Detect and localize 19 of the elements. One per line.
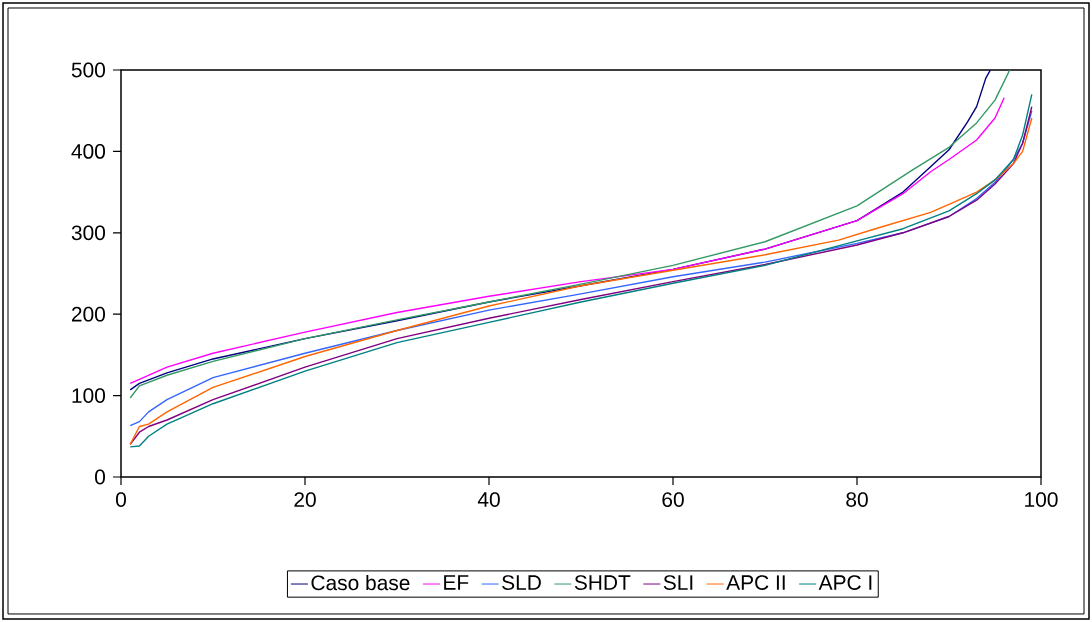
x-tick-label: 40 xyxy=(477,492,500,507)
y-tick-label: 100 xyxy=(72,388,106,403)
y-tick-label: 200 xyxy=(71,306,106,322)
legend-label: Caso base xyxy=(311,574,410,591)
legend-label: SLI xyxy=(663,575,693,590)
legend-label: APC I xyxy=(818,575,872,590)
x-tick-label: 20 xyxy=(294,492,316,507)
y-tick-label: 300 xyxy=(71,225,106,241)
x-tick-label: 80 xyxy=(846,492,868,507)
legend-label: EF xyxy=(444,575,469,590)
legend-label: SHDT xyxy=(574,575,631,590)
y-tick-label: 0 xyxy=(95,469,106,485)
x-tick-label: 60 xyxy=(662,492,684,507)
legend-label: APC II xyxy=(726,575,785,590)
x-tick-label: 0 xyxy=(116,492,126,507)
x-tick-label: 100 xyxy=(1025,492,1058,507)
legend-label: SLD xyxy=(502,575,541,590)
y-tick-label: 400 xyxy=(71,143,106,159)
y-tick-label: 500 xyxy=(71,62,106,78)
